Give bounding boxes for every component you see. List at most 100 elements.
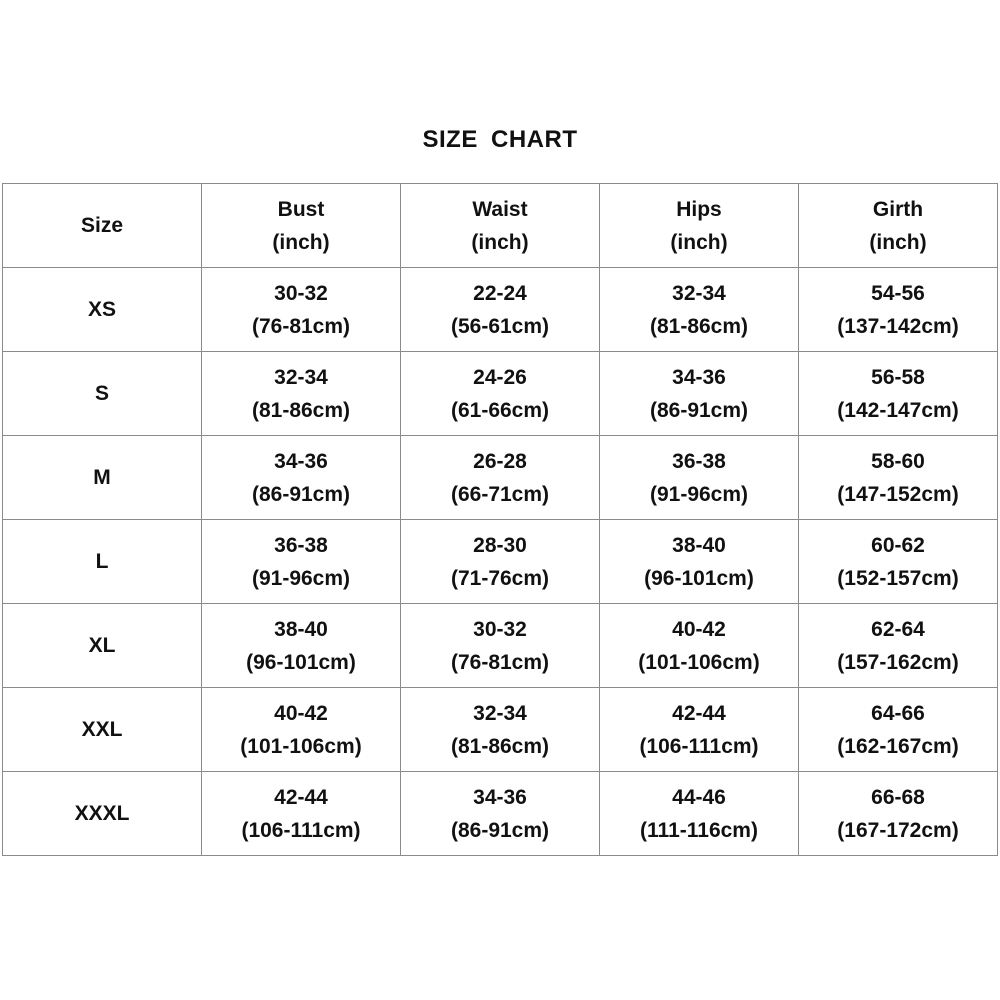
measurement-cell: 38-40 (96-101cm) bbox=[599, 519, 799, 604]
header-label: Waist bbox=[472, 197, 528, 221]
cm-range: (91-96cm) bbox=[649, 482, 749, 506]
cm-range: (56-61cm) bbox=[450, 314, 550, 338]
measurement-cell: 24-26 (61-66cm) bbox=[400, 351, 600, 436]
size-cell: M bbox=[2, 435, 202, 520]
header-cell: Bust (inch) bbox=[201, 183, 401, 268]
table-row: XXXL 42-44 (106-111cm) 34-36 (86-91cm) 44-46 (… bbox=[2, 771, 998, 856]
size-chart-table: Size Bust (inch) Waist (inch) Hips (inch) Girth… bbox=[2, 183, 998, 856]
cm-range: (162-167cm) bbox=[837, 734, 959, 758]
inch-range: 30-32 bbox=[274, 281, 328, 305]
size-cell: XL bbox=[2, 603, 202, 688]
measurement-cell: 66-68 (167-172cm) bbox=[798, 771, 998, 856]
measurement-cell: 26-28 (66-71cm) bbox=[400, 435, 600, 520]
measurement-cell: 60-62 (152-157cm) bbox=[798, 519, 998, 604]
size-cell: XS bbox=[2, 267, 202, 352]
measurement-cell: 32-34 (81-86cm) bbox=[599, 267, 799, 352]
cm-range: (152-157cm) bbox=[837, 566, 959, 590]
measurement-cell: 42-44 (106-111cm) bbox=[599, 687, 799, 772]
header-cell: Waist (inch) bbox=[400, 183, 600, 268]
cm-range: (71-76cm) bbox=[450, 566, 550, 590]
header-label: Size bbox=[80, 214, 124, 237]
inch-range: 42-44 bbox=[672, 701, 726, 725]
inch-range: 64-66 bbox=[871, 701, 925, 725]
cm-range: (81-86cm) bbox=[450, 734, 550, 758]
cm-range: (137-142cm) bbox=[837, 314, 959, 338]
measurement-cell: 56-58 (142-147cm) bbox=[798, 351, 998, 436]
cm-range: (66-71cm) bbox=[450, 482, 550, 506]
inch-range: 44-46 bbox=[672, 785, 726, 809]
size-label: M bbox=[93, 466, 111, 489]
measurement-cell: 28-30 (71-76cm) bbox=[400, 519, 600, 604]
cm-range: (81-86cm) bbox=[649, 314, 749, 338]
inch-range: 66-68 bbox=[871, 785, 925, 809]
measurement-cell: 32-34 (81-86cm) bbox=[400, 687, 600, 772]
inch-range: 34-36 bbox=[473, 785, 527, 809]
cm-range: (142-147cm) bbox=[837, 398, 959, 422]
measurement-cell: 34-36 (86-91cm) bbox=[599, 351, 799, 436]
measurement-cell: 42-44 (106-111cm) bbox=[201, 771, 401, 856]
size-cell: XXXL bbox=[2, 771, 202, 856]
measurement-cell: 36-38 (91-96cm) bbox=[201, 519, 401, 604]
size-cell: L bbox=[2, 519, 202, 604]
table-row: L 36-38 (91-96cm) 28-30 (71-76cm) 38-40 (96-10… bbox=[2, 519, 998, 604]
inch-range: 38-40 bbox=[672, 533, 726, 557]
cm-range: (101-106cm) bbox=[638, 650, 760, 674]
inch-range: 62-64 bbox=[871, 617, 925, 641]
measurement-cell: 38-40 (96-101cm) bbox=[201, 603, 401, 688]
size-cell: XXL bbox=[2, 687, 202, 772]
inch-range: 30-32 bbox=[473, 617, 527, 641]
page-title: SIZE CHART bbox=[422, 126, 578, 153]
table-row: XL 38-40 (96-101cm) 30-32 (76-81cm) 40-42 (101… bbox=[2, 603, 998, 688]
inch-range: 32-34 bbox=[274, 365, 328, 389]
measurement-cell: 40-42 (101-106cm) bbox=[201, 687, 401, 772]
measurement-cell: 32-34 (81-86cm) bbox=[201, 351, 401, 436]
inch-range: 40-42 bbox=[274, 701, 328, 725]
header-cell: Size bbox=[2, 183, 202, 268]
header-unit: (inch) bbox=[471, 230, 529, 254]
inch-range: 42-44 bbox=[274, 785, 328, 809]
header-unit: (inch) bbox=[670, 230, 728, 254]
size-label: XXXL bbox=[74, 802, 130, 825]
cm-range: (106-111cm) bbox=[241, 818, 361, 842]
inch-range: 36-38 bbox=[274, 533, 328, 557]
header-unit: (inch) bbox=[272, 230, 330, 254]
header-row: Size Bust (inch) Waist (inch) Hips (inch) Girth… bbox=[2, 183, 998, 268]
measurement-cell: 22-24 (56-61cm) bbox=[400, 267, 600, 352]
header-label: Girth bbox=[872, 197, 924, 221]
inch-range: 22-24 bbox=[473, 281, 527, 305]
cm-range: (61-66cm) bbox=[450, 398, 550, 422]
measurement-cell: 34-36 (86-91cm) bbox=[400, 771, 600, 856]
size-label: S bbox=[94, 382, 109, 405]
inch-range: 32-34 bbox=[473, 701, 527, 725]
inch-range: 56-58 bbox=[871, 365, 925, 389]
header-label: Bust bbox=[277, 197, 325, 221]
cm-range: (157-162cm) bbox=[837, 650, 959, 674]
measurement-cell: 58-60 (147-152cm) bbox=[798, 435, 998, 520]
inch-range: 54-56 bbox=[871, 281, 925, 305]
size-label: L bbox=[95, 550, 109, 573]
inch-range: 60-62 bbox=[871, 533, 925, 557]
measurement-cell: 64-66 (162-167cm) bbox=[798, 687, 998, 772]
cm-range: (81-86cm) bbox=[251, 398, 351, 422]
measurement-cell: 54-56 (137-142cm) bbox=[798, 267, 998, 352]
size-cell: S bbox=[2, 351, 202, 436]
cm-range: (101-106cm) bbox=[240, 734, 362, 758]
inch-range: 36-38 bbox=[672, 449, 726, 473]
size-label: XXL bbox=[81, 718, 123, 741]
cm-range: (96-101cm) bbox=[246, 650, 356, 674]
header-unit: (inch) bbox=[869, 230, 927, 254]
cm-range: (147-152cm) bbox=[837, 482, 959, 506]
cm-range: (167-172cm) bbox=[837, 818, 959, 842]
cm-range: (86-91cm) bbox=[251, 482, 351, 506]
cm-range: (91-96cm) bbox=[251, 566, 351, 590]
inch-range: 58-60 bbox=[871, 449, 925, 473]
inch-range: 32-34 bbox=[672, 281, 726, 305]
cm-range: (111-116cm) bbox=[640, 818, 758, 842]
table-row: M 34-36 (86-91cm) 26-28 (66-71cm) 36-38 (91-96… bbox=[2, 435, 998, 520]
measurement-cell: 40-42 (101-106cm) bbox=[599, 603, 799, 688]
cm-range: (86-91cm) bbox=[649, 398, 749, 422]
cm-range: (76-81cm) bbox=[450, 650, 550, 674]
table-row: XS 30-32 (76-81cm) 22-24 (56-61cm) 32-34 (81-8… bbox=[2, 267, 998, 352]
size-label: XS bbox=[87, 298, 116, 321]
measurement-cell: 30-32 (76-81cm) bbox=[201, 267, 401, 352]
